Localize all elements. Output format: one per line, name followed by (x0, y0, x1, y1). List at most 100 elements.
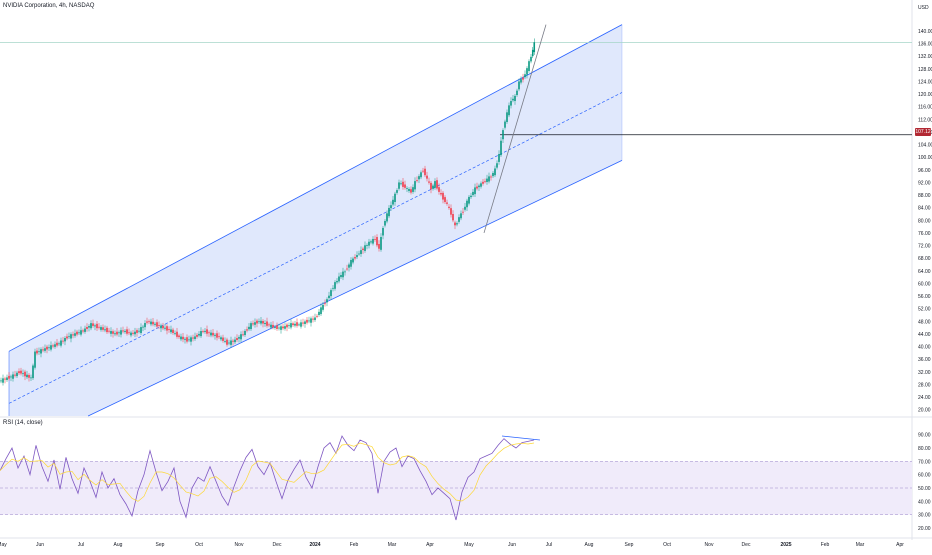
candle-body (210, 332, 212, 336)
candle-body (0, 380, 2, 382)
candle-body (354, 257, 356, 259)
price-tick-label: 52.00 (918, 307, 931, 313)
candle-body (384, 220, 386, 226)
candle-body (370, 241, 372, 243)
candle-body (410, 189, 412, 193)
price-tick-label: 80.00 (918, 218, 931, 224)
candle-body (58, 343, 60, 345)
candle-body (426, 175, 428, 179)
candle-body (142, 326, 144, 328)
candle-body (456, 223, 458, 225)
candle-body (394, 193, 396, 203)
candle-body (62, 340, 64, 342)
candle-body (246, 329, 248, 331)
candle-body (92, 323, 94, 326)
candle-body (122, 330, 124, 332)
candle-body (374, 239, 376, 240)
candle-body (286, 324, 288, 328)
candle-body (182, 336, 184, 340)
candle-body (400, 183, 402, 185)
candle-body (438, 187, 440, 192)
candle-body (78, 332, 80, 334)
candle-body (8, 375, 10, 379)
candle-body (170, 329, 172, 333)
candle-body (14, 374, 16, 376)
candle-body (18, 371, 20, 374)
rsi-tick-label: 70.00 (918, 459, 931, 465)
candle-body (72, 334, 74, 336)
candle-body (292, 323, 294, 326)
rsi-divergence-line (501, 435, 541, 441)
time-tick-label: Sep (625, 542, 634, 548)
candle-body (458, 217, 460, 222)
candle-body (106, 327, 108, 333)
candle-body (498, 154, 500, 162)
candle-body (474, 187, 476, 195)
candle-body (500, 140, 502, 156)
candle-body (284, 326, 286, 329)
price-tick-label: 28.00 (918, 382, 931, 388)
candle-body (432, 185, 434, 189)
rsi-tick-label: 90.00 (918, 433, 931, 439)
candle-body (330, 290, 332, 297)
candle-body (152, 321, 154, 325)
candle-body (422, 170, 424, 172)
candle-body (94, 325, 96, 327)
candle-body (242, 334, 244, 336)
time-tick-label: Oct (663, 542, 671, 548)
candle-body (332, 287, 334, 289)
candle-body (88, 326, 90, 328)
time-tick-label: Apr (426, 542, 434, 548)
rsi-tick-label: 30.00 (918, 513, 931, 519)
candle-body (10, 376, 12, 378)
candle-body (36, 350, 38, 354)
candle-body (348, 264, 350, 268)
price-tick-label: 72.00 (918, 244, 931, 250)
candle-body (316, 315, 318, 317)
candle-body (358, 253, 360, 255)
time-tick-label: May (0, 542, 7, 548)
candle-body (464, 206, 466, 210)
candle-body (490, 176, 492, 178)
time-tick-label: Jun (36, 542, 44, 548)
candle-body (340, 275, 342, 278)
candle-body (214, 334, 216, 336)
candle-body (126, 329, 128, 334)
candle-body (132, 332, 134, 334)
symbol-title: NVIDIA Corporation, 4h, NASDAQ (3, 3, 95, 9)
candle-body (108, 330, 110, 332)
candle-body (134, 331, 136, 335)
candle-body (280, 326, 282, 330)
candle-body (520, 79, 522, 83)
candle-body (204, 330, 206, 332)
time-tick-label: Jul (78, 542, 84, 548)
candle-body (408, 189, 410, 191)
candle-body (392, 199, 394, 205)
candle-body (533, 42, 536, 53)
candle-body (16, 372, 18, 377)
rsi-tick-label: 60.00 (918, 473, 931, 479)
candle-body (50, 345, 52, 350)
candle-body (206, 329, 208, 334)
candle-body (196, 334, 198, 337)
candle-body (508, 105, 510, 116)
candle-body (416, 180, 418, 182)
candle-body (140, 327, 142, 333)
candle-body (76, 331, 78, 335)
candle-body (74, 333, 76, 336)
candle-body (192, 337, 194, 339)
candle-body (200, 331, 202, 337)
candle-body (404, 184, 406, 188)
candle-body (304, 321, 306, 324)
candle-body (480, 183, 482, 187)
candle-body (530, 56, 532, 62)
candle-body (310, 318, 312, 323)
candle-body (254, 322, 256, 325)
candle-body (342, 271, 344, 278)
candle-body (30, 377, 32, 379)
candle-body (398, 182, 400, 189)
price-tick-label: 64.00 (918, 269, 931, 275)
candle-body (190, 337, 192, 342)
